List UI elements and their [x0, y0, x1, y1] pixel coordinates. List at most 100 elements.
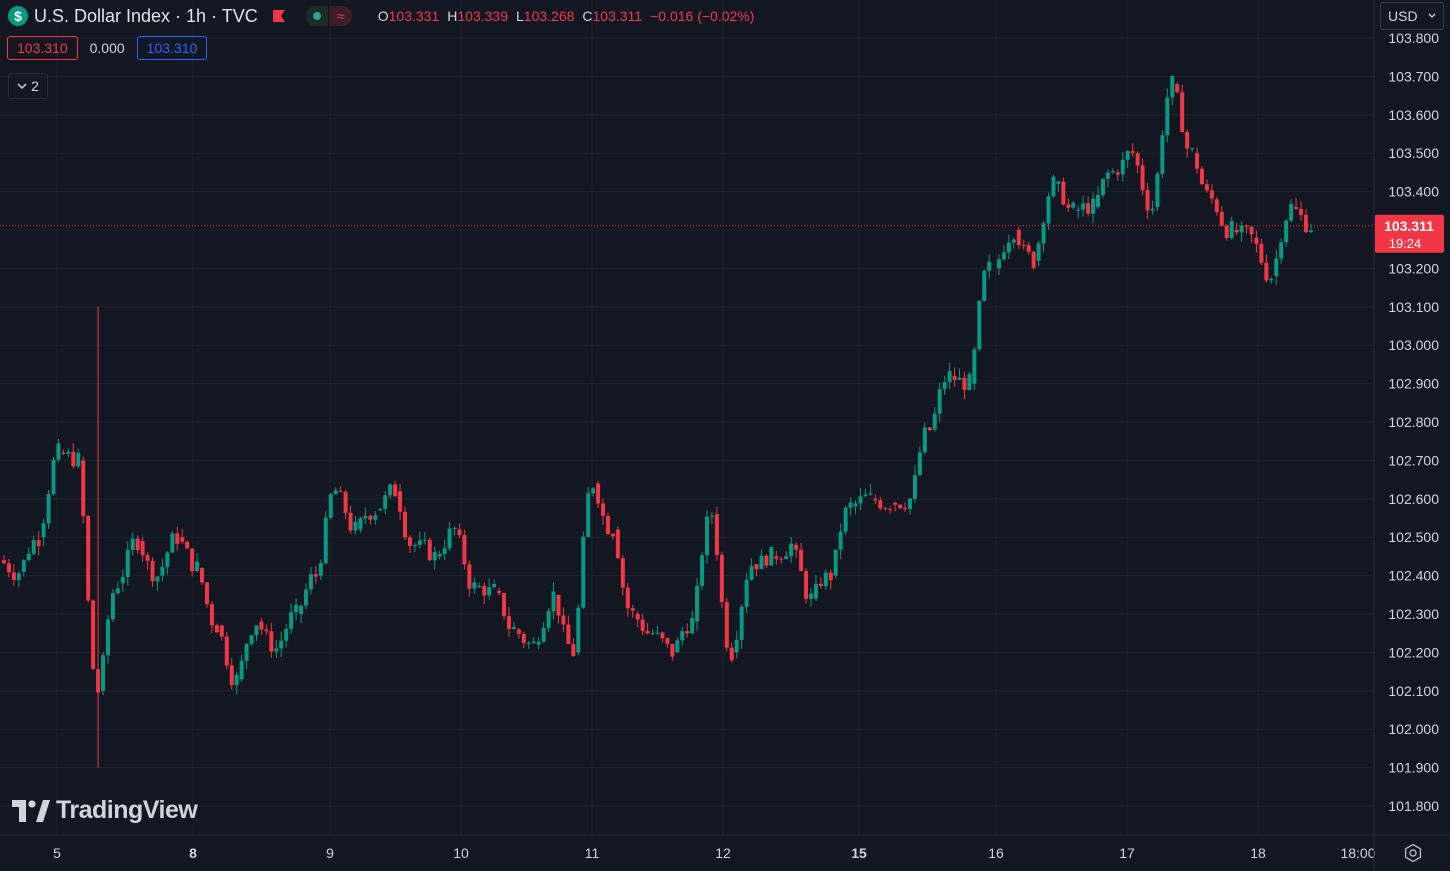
y-tick-label: 103.700: [1388, 68, 1439, 84]
candle-body: [516, 629, 521, 634]
delayed-data-icon: ≈: [329, 6, 352, 26]
candle-body: [86, 516, 91, 601]
candle-body: [1061, 181, 1066, 205]
candle-body: [640, 619, 645, 632]
candle-body: [670, 643, 675, 657]
candle-body: [749, 566, 754, 580]
candle-body: [912, 474, 917, 499]
candle-body: [214, 625, 219, 633]
candle-body: [398, 491, 403, 512]
candle-body: [110, 593, 115, 620]
candle-body: [709, 515, 714, 517]
candle-body: [6, 563, 11, 573]
candle-body: [1298, 208, 1303, 215]
currency-select[interactable]: USD: [1380, 2, 1444, 30]
candle-body: [556, 594, 561, 616]
candle-body: [506, 616, 511, 629]
candle-body: [605, 515, 610, 534]
candle-body: [695, 585, 700, 622]
candle-body: [937, 389, 942, 414]
candle-body: [853, 503, 858, 507]
candle-body: [259, 621, 264, 630]
candle-body: [457, 529, 462, 536]
candle-body: [1259, 243, 1264, 263]
candle-body: [724, 601, 729, 648]
candle-body: [1041, 223, 1046, 244]
candle-body: [1145, 190, 1150, 211]
candle-body: [1150, 208, 1155, 211]
candle-body: [868, 493, 873, 495]
candle-body: [1264, 262, 1269, 281]
candle-body: [769, 546, 774, 566]
candle-body: [967, 374, 972, 390]
candle-body: [1096, 194, 1101, 207]
tradingview-logo[interactable]: TradingView: [12, 796, 198, 825]
candle-body: [101, 655, 106, 691]
candle-body: [1219, 212, 1224, 226]
candle-body: [328, 494, 333, 518]
candle-body: [1021, 244, 1026, 246]
candle-body: [1140, 165, 1145, 191]
candle-body: [601, 503, 606, 516]
y-tick-label: 103.200: [1388, 260, 1439, 276]
candle-body: [368, 515, 373, 520]
candle-body: [625, 587, 630, 609]
candle-body: [224, 636, 229, 666]
candle-body: [789, 543, 794, 557]
candle-body: [497, 590, 502, 594]
candle-body: [363, 515, 368, 519]
candle-body: [586, 493, 591, 537]
candle-body: [467, 564, 472, 589]
candle-body: [655, 632, 660, 634]
candle-body: [303, 589, 308, 606]
candle-body: [407, 537, 412, 546]
candle-body: [1204, 184, 1209, 191]
indicators-toggle[interactable]: 2: [8, 73, 48, 99]
symbol-title[interactable]: U.S. Dollar Index · 1h · TVC: [34, 5, 258, 26]
flag-icon[interactable]: [272, 9, 286, 23]
candle-body: [848, 502, 853, 508]
currency-label: USD: [1388, 8, 1418, 24]
candle-body: [883, 508, 888, 510]
candle-body: [898, 504, 903, 508]
candle-body: [1056, 181, 1061, 184]
candle-body: [1115, 172, 1120, 175]
settings-icon[interactable]: [1402, 842, 1424, 864]
candle-body: [888, 508, 893, 510]
candle-body: [244, 643, 249, 661]
y-tick-label: 101.900: [1388, 760, 1439, 776]
candle-body: [234, 674, 239, 686]
candle-body: [764, 555, 769, 566]
candle-body: [997, 259, 1001, 269]
candle-body: [294, 604, 299, 613]
buy-button[interactable]: 103.310: [136, 36, 208, 60]
candle-body: [66, 451, 71, 454]
sell-button[interactable]: 103.310: [7, 36, 78, 60]
x-tick-label: 9: [326, 845, 334, 861]
candle-body: [962, 377, 967, 390]
candle-body: [685, 631, 690, 634]
candle-body: [571, 644, 576, 657]
candle-body: [591, 488, 596, 494]
candle-body: [185, 541, 190, 549]
candle-body: [1199, 168, 1204, 185]
candle-body: [1120, 159, 1125, 175]
candle-body: [269, 631, 274, 652]
candle-body: [120, 577, 125, 584]
last-price-label: 103.311: [1384, 218, 1434, 234]
candle-body: [546, 610, 551, 628]
candle-body: [907, 498, 912, 509]
candle-body: [1180, 92, 1185, 133]
candle-body: [1195, 153, 1200, 169]
candle-body: [1100, 178, 1105, 195]
candle-body: [140, 541, 145, 556]
candle-body: [1086, 203, 1091, 214]
market-status-pill[interactable]: ≈: [305, 6, 352, 26]
candle-body: [1294, 206, 1299, 209]
candle-body: [734, 639, 739, 653]
candle-body: [16, 573, 21, 581]
candle-body: [308, 574, 313, 590]
y-tick-label: 102.300: [1388, 606, 1439, 622]
candle-body: [209, 604, 214, 626]
